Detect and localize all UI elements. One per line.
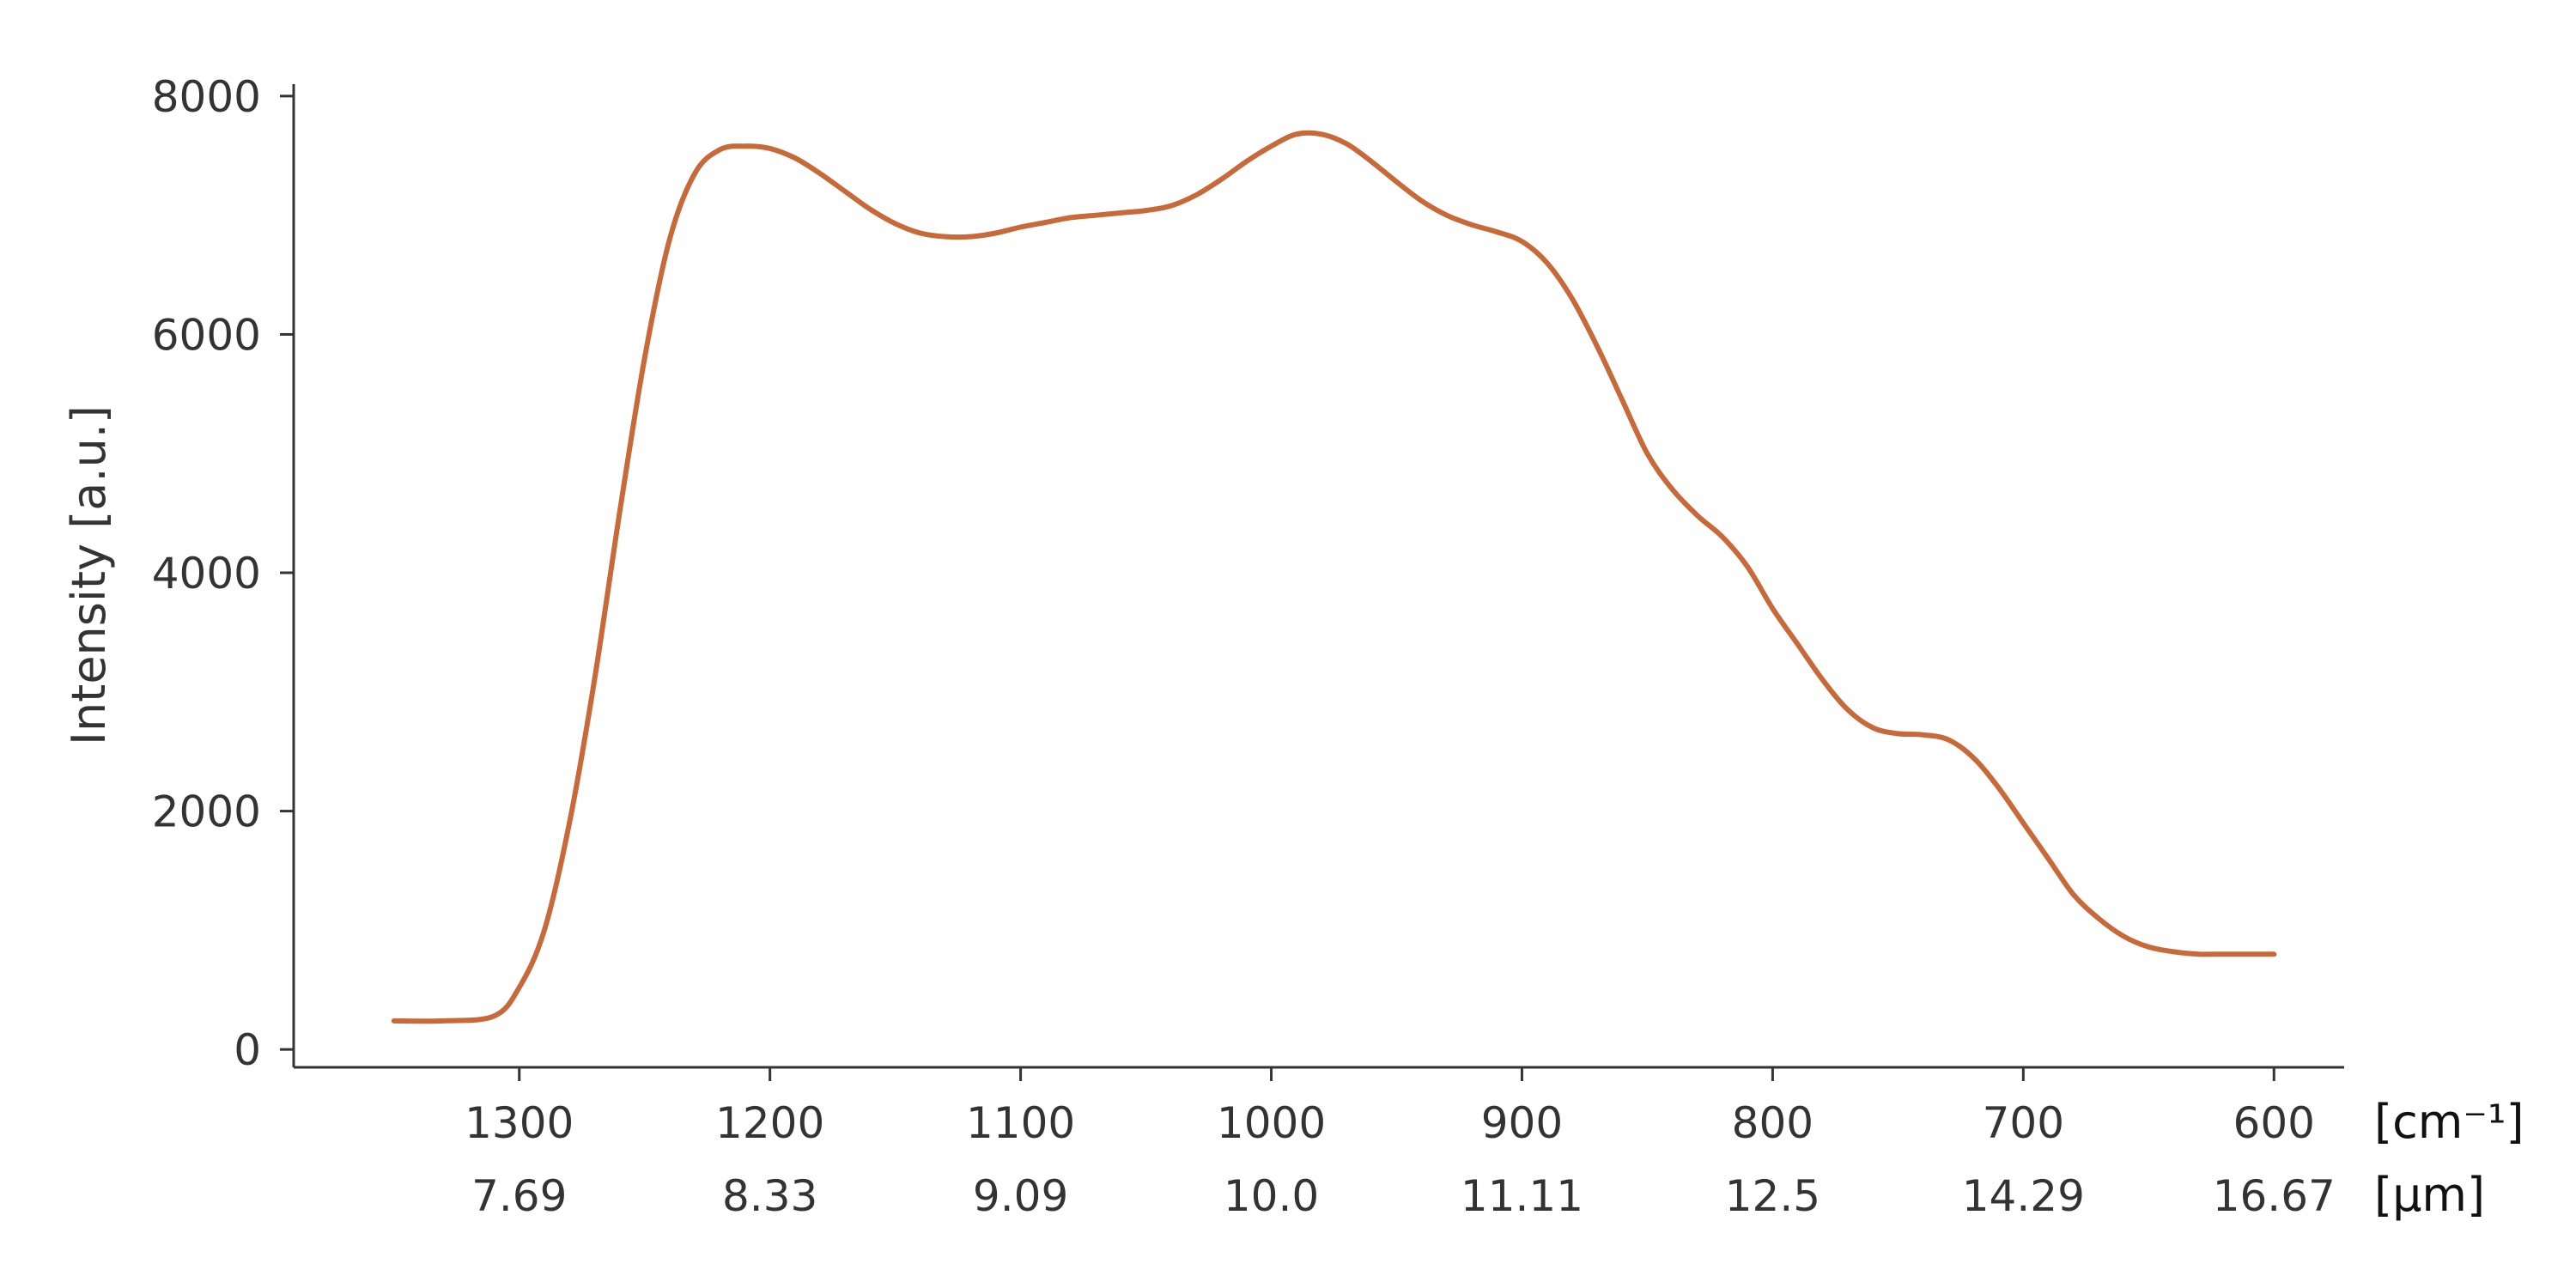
y-tick-label: 6000 — [152, 310, 261, 360]
x-tick-label-secondary: 14.29 — [1962, 1171, 2085, 1221]
x-tick-label-primary: 900 — [1481, 1098, 1563, 1148]
y-ticks: 0 2000 4000 6000 8000 — [152, 72, 294, 1075]
x-tick-label-primary: 600 — [2233, 1098, 2315, 1148]
series-layer — [391, 130, 2277, 1024]
x-tick-label-primary: 1300 — [465, 1098, 574, 1148]
x-tick-label-primary: 1000 — [1217, 1098, 1326, 1148]
x-tick-label-secondary: 8.33 — [722, 1171, 817, 1221]
x-unit-secondary: [µm] — [2374, 1168, 2485, 1222]
x-tick-label-secondary: 16.67 — [2213, 1171, 2336, 1221]
x-tick-label-secondary: 9.09 — [973, 1171, 1068, 1221]
x-tick-label-primary: 700 — [1983, 1098, 2064, 1148]
x-tick-label-primary: 1100 — [966, 1098, 1075, 1148]
x-tick-label-primary: 1200 — [715, 1098, 824, 1148]
x-ticks: 1300 7.69 1200 8.33 1100 9.09 1000 10.0 900 11.11… — [465, 1067, 2336, 1221]
x-tick-label-primary: 800 — [1732, 1098, 1814, 1148]
y-tick-label: 8000 — [152, 72, 261, 122]
x-tick-label-secondary: 11.11 — [1461, 1171, 1583, 1221]
y-tick-label: 4000 — [152, 549, 261, 598]
x-tick-label-secondary: 7.69 — [471, 1171, 567, 1221]
series-line-0 — [391, 130, 2277, 1024]
y-axis-title: Intensity [a.u.] — [62, 405, 116, 745]
y-tick-label: 2000 — [152, 787, 261, 837]
x-unit-primary: [cm⁻¹] — [2374, 1095, 2524, 1149]
x-tick-label-secondary: 10.0 — [1224, 1171, 1319, 1221]
y-tick-label: 0 — [234, 1025, 261, 1075]
x-tick-label-secondary: 12.5 — [1725, 1171, 1820, 1221]
